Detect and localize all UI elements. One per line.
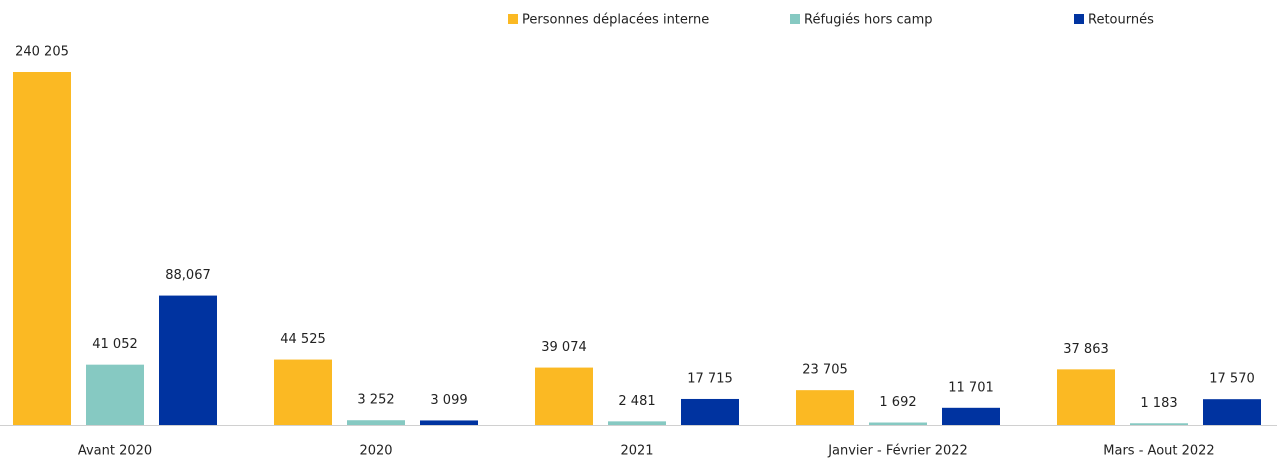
legend-swatch: [1074, 14, 1084, 24]
legend-swatch: [508, 14, 518, 24]
legend-label: Personnes déplacées interne: [522, 13, 709, 28]
value-label: 240 205: [15, 45, 69, 60]
x-tick-label: Janvier - Février 2022: [827, 444, 968, 459]
bar: [420, 420, 478, 425]
value-label: 2 481: [618, 394, 655, 409]
bar: [1057, 369, 1115, 425]
bar: [274, 359, 332, 425]
value-label: 39 074: [541, 340, 587, 355]
x-tick-label: Mars - Aout 2022: [1103, 444, 1214, 459]
bar: [869, 422, 927, 425]
bar: [86, 364, 144, 425]
x-tick-label: 2020: [359, 444, 392, 459]
value-label: 17 715: [687, 371, 733, 386]
bar: [347, 420, 405, 425]
bar: [681, 398, 739, 425]
bar: [1203, 399, 1261, 425]
legend-label: Retournés: [1088, 13, 1154, 28]
legend-label: Réfugiés hors camp: [804, 13, 933, 28]
legend-swatch: [790, 14, 800, 24]
value-label: 23 705: [802, 363, 848, 378]
value-label: 88,067: [165, 268, 211, 283]
value-label: 3 099: [430, 393, 467, 408]
value-label: 1 183: [1140, 396, 1177, 411]
x-tick-label: 2021: [620, 444, 653, 459]
bar: [1130, 423, 1188, 425]
bar: [608, 421, 666, 425]
value-label: 44 525: [280, 332, 326, 347]
x-tick-label: Avant 2020: [78, 444, 152, 459]
value-label: 37 863: [1063, 342, 1109, 357]
bar: [796, 390, 854, 425]
value-label: 17 570: [1209, 372, 1255, 387]
bar: [942, 407, 1000, 425]
bar: [535, 367, 593, 425]
value-label: 1 692: [879, 395, 916, 410]
bar: [13, 72, 71, 425]
bar: [159, 295, 217, 425]
value-label: 41 052: [92, 337, 138, 352]
value-label: 3 252: [357, 393, 394, 408]
value-label: 11 701: [948, 380, 994, 395]
